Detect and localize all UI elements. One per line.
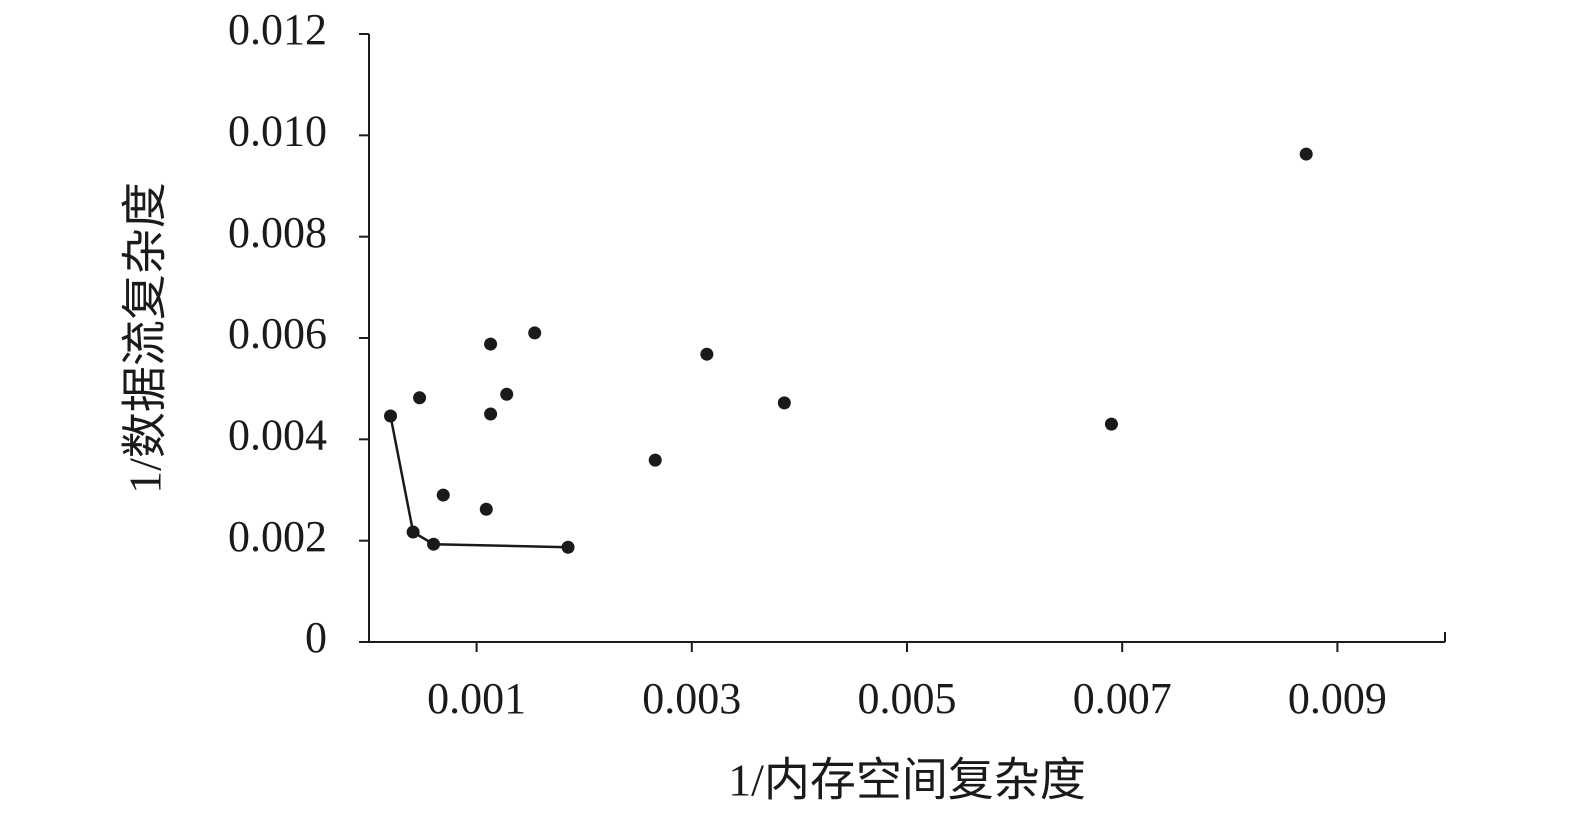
point — [436, 488, 450, 502]
point — [484, 407, 498, 421]
x-tick-label: 0.009 — [1288, 674, 1387, 723]
x-tick-label: 0.001 — [427, 674, 526, 723]
y-tick-label: 0.004 — [228, 410, 327, 459]
point — [1299, 147, 1313, 161]
front-line — [389, 415, 569, 549]
point — [406, 525, 420, 539]
y-tick-label: 0.008 — [228, 208, 327, 257]
point — [484, 337, 498, 351]
point — [413, 391, 427, 405]
point — [384, 409, 398, 423]
point — [561, 540, 575, 554]
point — [528, 326, 542, 340]
x-tick-label: 0.007 — [1073, 674, 1172, 723]
y-axis-title: 1/数据流复杂度 — [120, 182, 171, 494]
point — [427, 537, 441, 551]
y-tick-label: 0.010 — [228, 106, 327, 155]
point — [777, 396, 791, 410]
x-tick-label: 0.003 — [642, 674, 741, 723]
y-tick-label: 0.002 — [228, 512, 327, 561]
point — [1104, 417, 1118, 431]
point — [479, 502, 493, 516]
x-axis-title: 1/内存空间复杂度 — [728, 755, 1086, 806]
y-tick-label: 0.012 — [228, 5, 327, 54]
point — [500, 387, 514, 401]
y-tick-label: 0.006 — [228, 309, 327, 358]
point — [648, 453, 662, 467]
point — [700, 347, 714, 361]
x-tick-label: 0.005 — [858, 674, 957, 723]
y-tick-label: 0 — [305, 613, 327, 662]
